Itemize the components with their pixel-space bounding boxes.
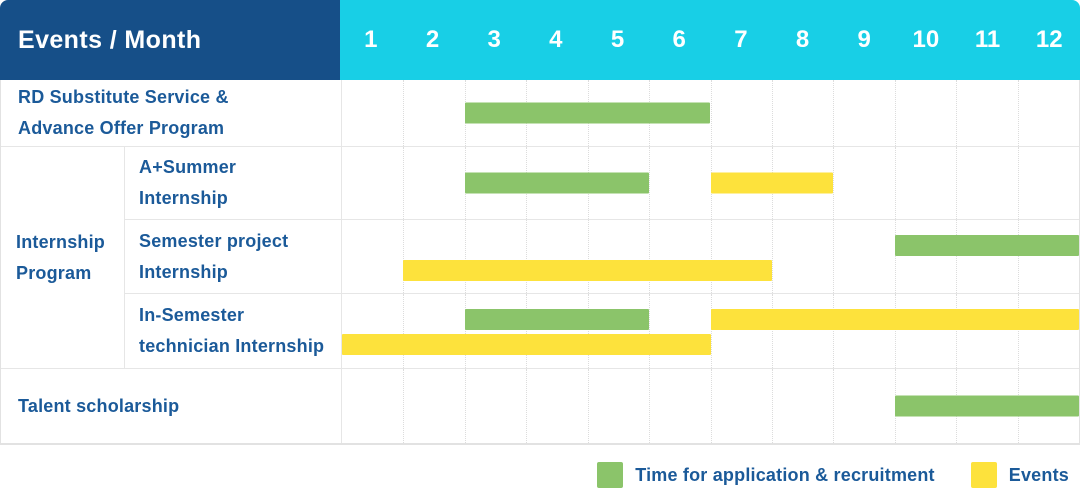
row-label: In-Semester technician Internship [139,305,325,356]
month-grid-line [403,294,405,368]
row-chart [341,294,1079,368]
month-grid-line [771,294,773,368]
application-bar [894,235,1079,256]
month-grid-line [771,220,773,293]
row-chart [341,80,1079,146]
events-yellow-swatch-icon [970,462,997,488]
legend-item-application: Time for application & recruitment [597,462,935,488]
row-a-plus-summer-internship: A+Summer Internship [125,147,1079,220]
application-bar [464,102,711,124]
month-grid-line [1017,80,1019,146]
application-bar [894,395,1079,417]
month-grid-line [649,147,651,219]
internship-program-group: Internship Program A+Summer Internship S… [1,147,1079,369]
month-grid-line [464,220,466,293]
month-label: 7 [734,26,748,53]
month-grid-line [956,80,958,146]
month-grid-line [587,220,589,293]
month-grid-line [956,147,958,219]
month-grid-line [894,220,896,293]
month-label: 6 [672,26,686,53]
month-grid-line [403,147,405,219]
month-grid-line [710,294,712,368]
month-grid-line [833,80,835,146]
internship-program-rows: A+Summer Internship Semester project Int… [125,147,1079,368]
month-grid-line [771,369,773,443]
month-label: 8 [795,26,810,53]
row-in-semester-technician-internship: In-Semester technician Internship [125,294,1079,368]
month-grid-line [649,294,651,368]
month-grid-line [403,80,405,146]
group-label-internship-program: Internship Program [1,147,125,368]
application-bar [464,309,650,330]
month-label: 5 [610,26,625,53]
month-grid-line [771,80,773,146]
month-label: 1 [364,26,378,53]
application-bar [464,172,650,194]
month-grid-line [894,80,896,146]
month-label: 11 [974,26,1001,53]
months-header: 1 2 3 4 5 6 7 8 9 10 11 12 [340,0,1080,80]
row-semester-project-internship: Semester project Internship [125,220,1079,294]
month-grid-line [649,220,651,293]
month-grid-line [526,369,528,443]
month-grid-line [833,294,835,368]
row-talent-scholarship: Talent scholarship [1,369,1079,443]
gantt-body: RD Substitute Service & Advance Offer Pr… [0,80,1080,445]
month-grid-line [833,220,835,293]
month-grid-line [526,220,528,293]
month-grid-line [833,147,835,219]
row-label: A+Summer Internship [139,157,237,208]
events-bar [710,172,834,194]
row-chart [341,369,1079,443]
month-grid-line [587,369,589,443]
legend-label: Events [1008,464,1069,485]
month-grid-line [587,294,589,368]
month-label: 3 [487,26,501,53]
month-grid-line [464,294,466,368]
row-rd-substitute-service: RD Substitute Service & Advance Offer Pr… [1,80,1079,147]
gantt-chart: Events / Month 1 2 3 4 5 6 7 8 9 10 11 12 RD Substi… [0,0,1080,445]
legend: Time for application & recruitment Event… [0,462,1080,488]
month-label: 2 [425,26,440,53]
events-bar [403,260,772,281]
month-label: 10 [912,26,940,53]
month-grid-line [1017,147,1019,219]
row-label: RD Substitute Service & Advance Offer Pr… [18,87,229,138]
row-label: Semester project Internship [139,230,289,282]
month-grid-line [710,220,712,293]
month-grid-line [894,147,896,219]
events-bar [342,334,711,355]
month-grid-line [403,220,405,293]
month-label: 4 [549,26,563,53]
events-month-header: Events / Month [0,0,340,80]
header-row: Events / Month 1 2 3 4 5 6 7 8 9 10 11 12 [0,0,1080,80]
month-grid-line [710,369,712,443]
month-label: 12 [1035,26,1063,53]
events-bar [710,309,1079,330]
month-grid-line [710,80,712,146]
month-grid-line [894,294,896,368]
row-label: Talent scholarship [18,395,180,416]
month-grid-line [956,294,958,368]
month-grid-line [1017,220,1019,293]
legend-item-events: Events [970,462,1069,488]
row-chart [341,220,1079,293]
month-grid-line [649,369,651,443]
month-grid-line [403,369,405,443]
month-grid-line [833,369,835,443]
month-grid-line [1017,294,1019,368]
legend-label: Time for application & recruitment [635,464,935,485]
row-chart [341,147,1079,219]
month-grid-line [464,369,466,443]
month-grid-line [526,294,528,368]
month-grid-line [956,220,958,293]
application-green-swatch-icon [597,462,624,488]
month-label: 9 [857,26,871,53]
